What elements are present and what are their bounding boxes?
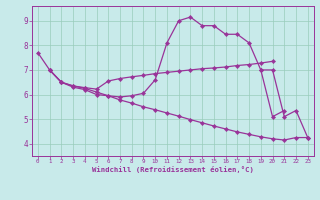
- X-axis label: Windchill (Refroidissement éolien,°C): Windchill (Refroidissement éolien,°C): [92, 166, 254, 173]
